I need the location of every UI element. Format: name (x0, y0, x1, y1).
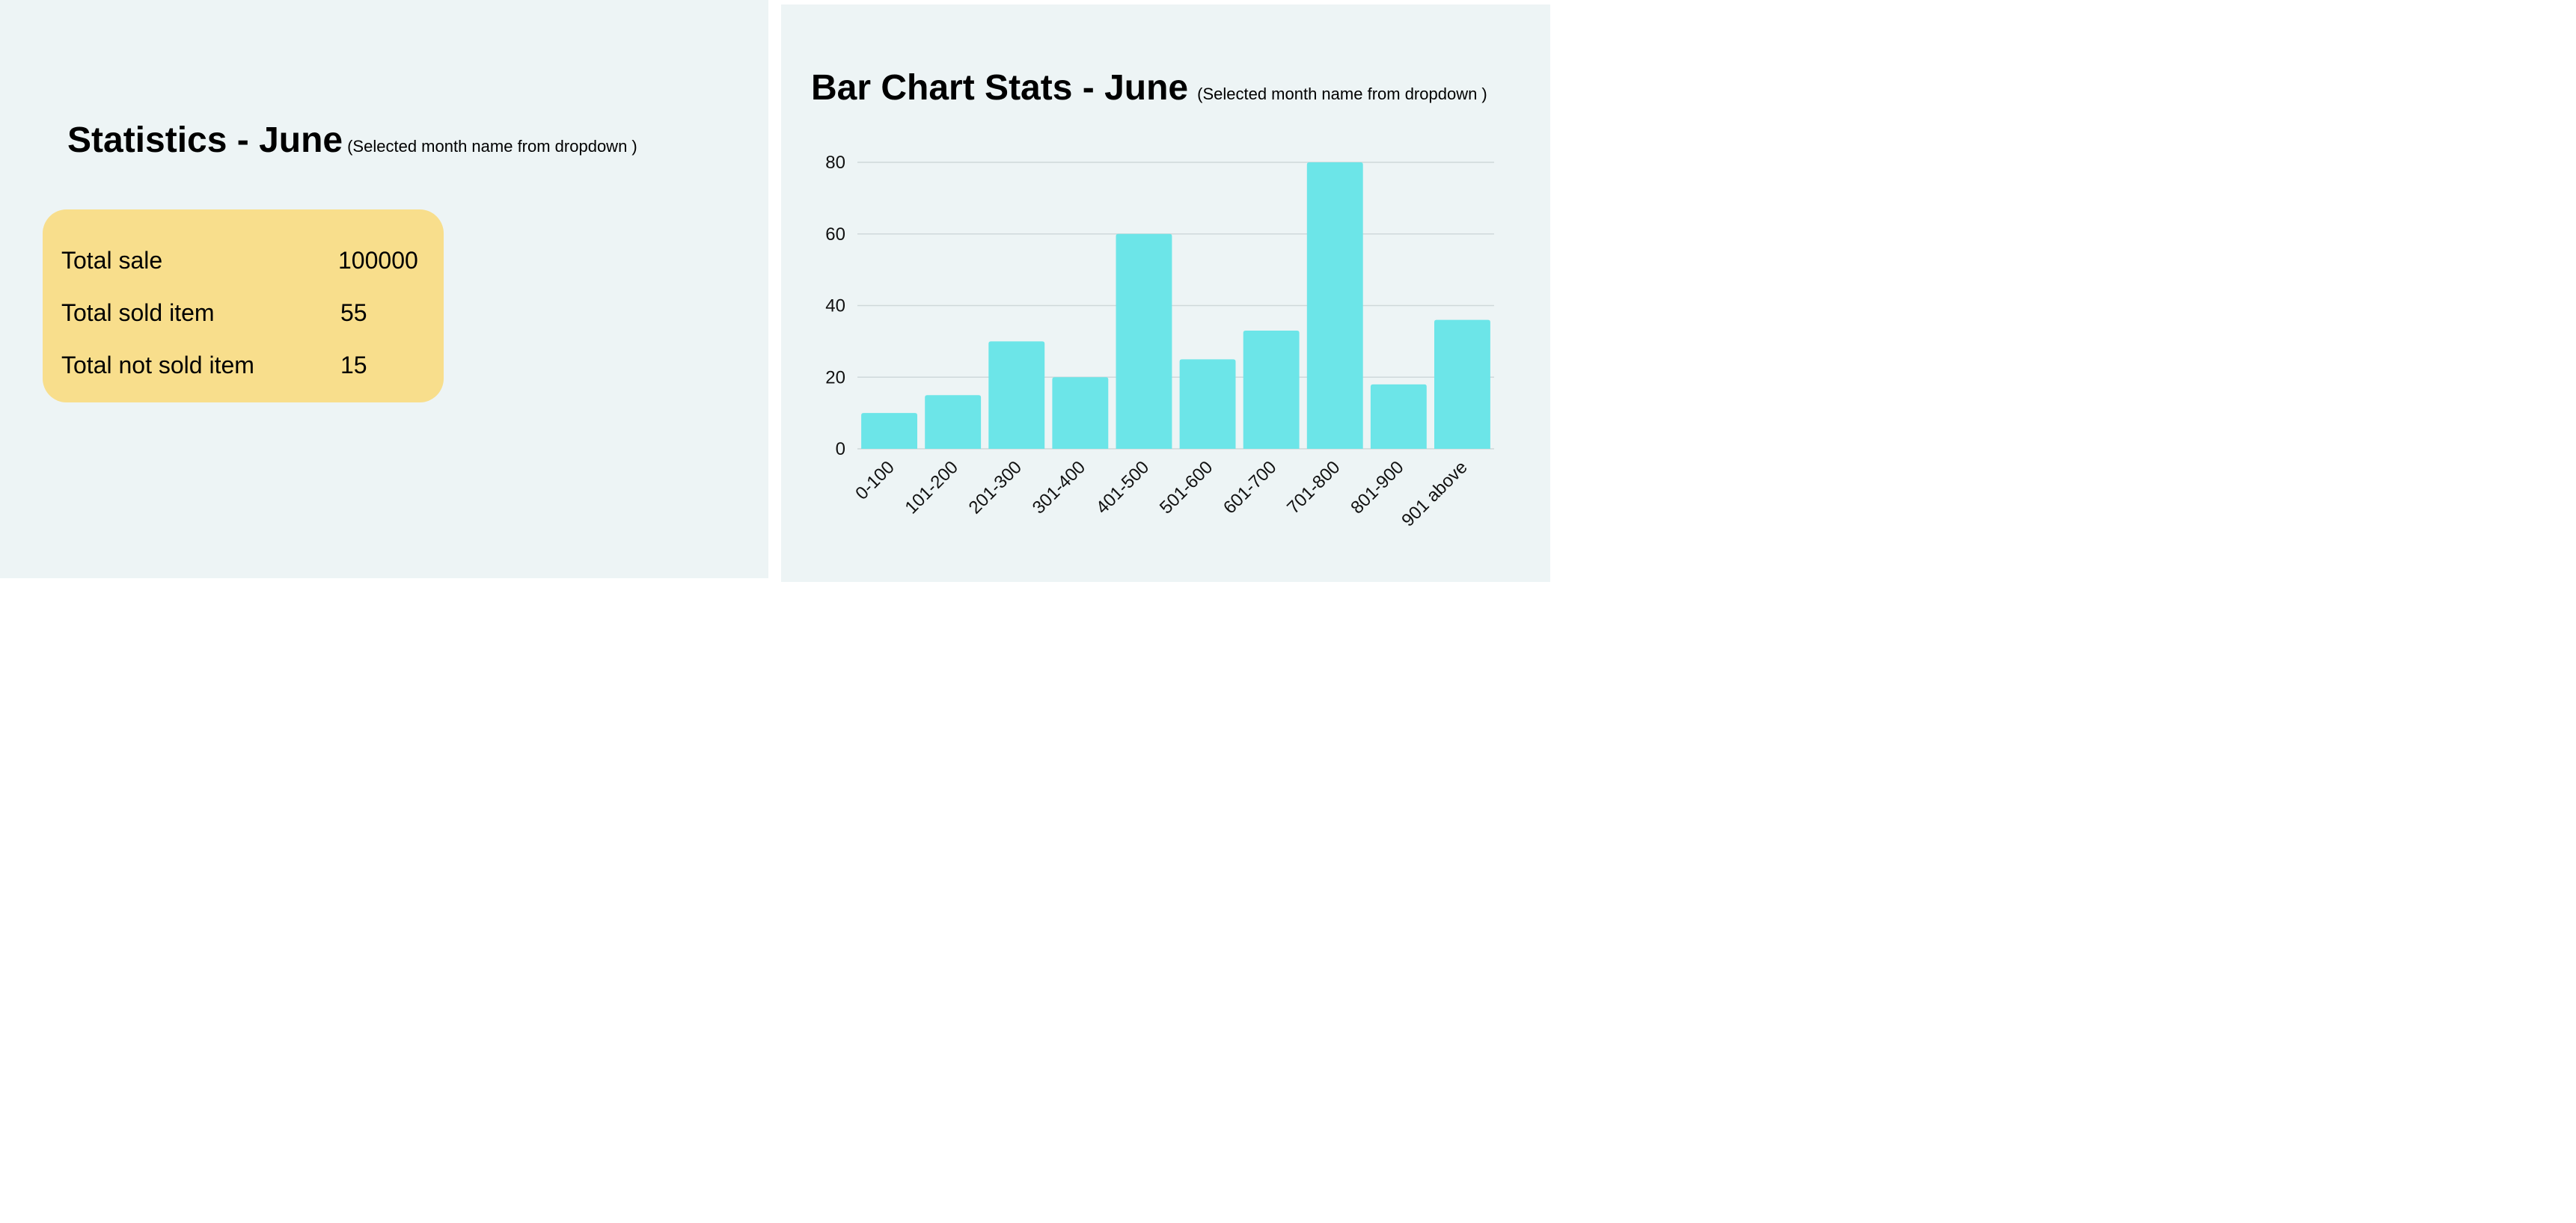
bar-chart-title: Bar Chart Stats - June (811, 68, 1189, 108)
bar-101-200[interactable] (925, 395, 982, 449)
x-category-label: 701-800 (1283, 457, 1344, 518)
x-category-label: 501-600 (1156, 457, 1217, 518)
y-tick-label: 0 (836, 439, 845, 459)
bar-701-800[interactable] (1306, 162, 1363, 449)
bar-chart-title-row: Bar Chart Stats - June (Selected month n… (811, 67, 1487, 108)
x-category-label: 101-200 (902, 457, 962, 518)
statistics-month-note: (Selected month name from dropdown ) (347, 137, 637, 156)
statistics-title: Statistics - June (67, 120, 343, 160)
bar-601-700[interactable] (1243, 331, 1300, 449)
bar-chart-panel: Bar Chart Stats - June (Selected month n… (781, 4, 1550, 582)
y-tick-label: 80 (825, 153, 845, 173)
statistics-title-row: Statistics - June (Selected month name f… (67, 120, 637, 161)
bar-401-500[interactable] (1116, 233, 1172, 449)
total-sold-item-value: 55 (340, 299, 367, 326)
bar-501-600[interactable] (1179, 359, 1236, 449)
total-sold-item-row: Total sold item 55 (61, 293, 444, 331)
x-category-label: 901 above (1398, 457, 1471, 530)
y-tick-label: 60 (825, 224, 845, 245)
x-category-label: 0-100 (851, 457, 899, 504)
total-sale-value: 100000 (338, 247, 418, 274)
total-sale-row: Total sale 100000 (61, 241, 444, 278)
total-sold-item-label: Total sold item (61, 299, 215, 326)
bar-chart: 0 20 40 60 80 0-100 101-200 201-300 301-400 401-5… (825, 153, 1494, 531)
statistics-summary-card: Total sale 100000 Total sold item 55 Tot… (43, 209, 444, 402)
x-category-label: 401-500 (1092, 457, 1153, 518)
y-tick-label: 20 (825, 367, 845, 387)
x-category-label: 801-900 (1347, 457, 1407, 518)
bar-801-900[interactable] (1370, 384, 1427, 449)
total-not-sold-item-value: 15 (340, 352, 367, 378)
total-not-sold-item-label: Total not sold item (61, 352, 254, 378)
bar-0-100[interactable] (861, 413, 917, 449)
bar-901-above[interactable] (1434, 319, 1490, 449)
statistics-panel: Statistics - June (Selected month name f… (0, 0, 768, 578)
bar-301-400[interactable] (1052, 377, 1109, 449)
y-tick-label: 40 (825, 296, 845, 316)
bar-201-300[interactable] (988, 341, 1045, 449)
total-not-sold-item-row: Total not sold item 15 (61, 346, 444, 383)
x-category-label: 301-400 (1029, 457, 1089, 518)
x-category-label: 201-300 (965, 457, 1026, 518)
total-sale-label: Total sale (61, 247, 163, 274)
x-category-label: 601-700 (1220, 457, 1280, 518)
bar-chart-month-note: (Selected month name from dropdown ) (1197, 85, 1487, 103)
